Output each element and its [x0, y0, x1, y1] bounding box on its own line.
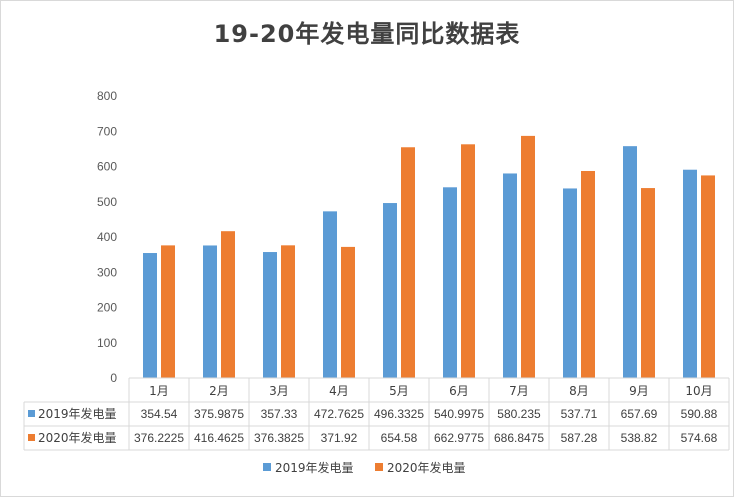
bar-2020 — [161, 245, 175, 378]
table-value-cell: 472.7625 — [314, 407, 364, 421]
bar-2020 — [581, 170, 595, 378]
y-tick-label: 600 — [97, 160, 117, 174]
bar-2019 — [623, 146, 637, 378]
table-legend-key — [28, 434, 35, 441]
table-value-cell: 686.8475 — [494, 431, 544, 445]
x-category-label: 4月 — [329, 384, 349, 398]
bar-2020 — [281, 245, 295, 378]
x-category-label: 5月 — [389, 384, 409, 398]
table-value-cell: 574.68 — [681, 431, 718, 445]
y-tick-label: 400 — [97, 230, 117, 244]
bar-2020 — [461, 144, 475, 378]
legend-label: 2019年发电量 — [275, 460, 354, 475]
legend-label: 2020年发电量 — [387, 460, 466, 475]
y-tick-label: 700 — [97, 124, 117, 138]
table-value-cell: 537.71 — [561, 407, 598, 421]
bar-2019 — [563, 188, 577, 378]
x-category-label: 1月 — [149, 384, 169, 398]
legend-swatch — [263, 463, 271, 471]
bar-2020 — [401, 147, 415, 378]
bar-2019 — [443, 187, 457, 378]
bar-2020 — [221, 231, 235, 378]
bar-2020 — [521, 135, 535, 378]
table-value-cell: 657.69 — [621, 407, 658, 421]
table-value-cell: 662.9775 — [434, 431, 484, 445]
table-value-cell: 496.3325 — [374, 407, 424, 421]
table-value-cell: 376.3825 — [254, 431, 304, 445]
y-tick-label: 0 — [110, 371, 117, 385]
y-tick-label: 800 — [97, 89, 117, 103]
chart-title: 19-20年发电量同比数据表 — [213, 20, 521, 48]
y-tick-label: 200 — [97, 301, 117, 315]
bar-2019 — [503, 173, 517, 378]
table-value-cell: 540.9975 — [434, 407, 484, 421]
x-category-label: 3月 — [269, 384, 289, 398]
bar-2019 — [323, 211, 337, 378]
table-value-cell: 416.4625 — [194, 431, 244, 445]
x-category-label: 7月 — [509, 384, 529, 398]
bar-2020 — [641, 188, 655, 378]
table-value-cell: 354.54 — [141, 407, 178, 421]
x-category-label: 6月 — [449, 384, 469, 398]
table-series-label: 2019年发电量 — [38, 406, 117, 421]
x-category-label: 2月 — [209, 384, 229, 398]
table-value-cell: 590.88 — [681, 407, 718, 421]
table-value-cell: 371.92 — [321, 431, 358, 445]
y-tick-label: 300 — [97, 265, 117, 279]
bar-2019 — [683, 169, 697, 378]
y-tick-label: 500 — [97, 195, 117, 209]
legend-swatch — [375, 463, 383, 471]
table-value-cell: 587.28 — [561, 431, 598, 445]
table-value-cell: 654.58 — [381, 431, 418, 445]
bar-2020 — [341, 246, 355, 378]
bar-2019 — [263, 252, 277, 378]
x-category-label: 9月 — [629, 384, 649, 398]
x-category-label: 8月 — [569, 384, 589, 398]
bar-2019 — [203, 245, 217, 378]
bar-2019 — [383, 203, 397, 378]
x-category-label: 10月 — [685, 384, 712, 398]
table-series-label: 2020年发电量 — [38, 430, 117, 445]
table-value-cell: 538.82 — [621, 431, 658, 445]
table-value-cell: 376.2225 — [134, 431, 184, 445]
table-value-cell: 375.9875 — [194, 407, 244, 421]
table-legend-key — [28, 410, 35, 417]
table-value-cell: 357.33 — [261, 407, 298, 421]
bar-2020 — [701, 175, 715, 378]
y-tick-label: 100 — [97, 336, 117, 350]
table-value-cell: 580.235 — [497, 407, 541, 421]
bar-2019 — [143, 253, 157, 378]
